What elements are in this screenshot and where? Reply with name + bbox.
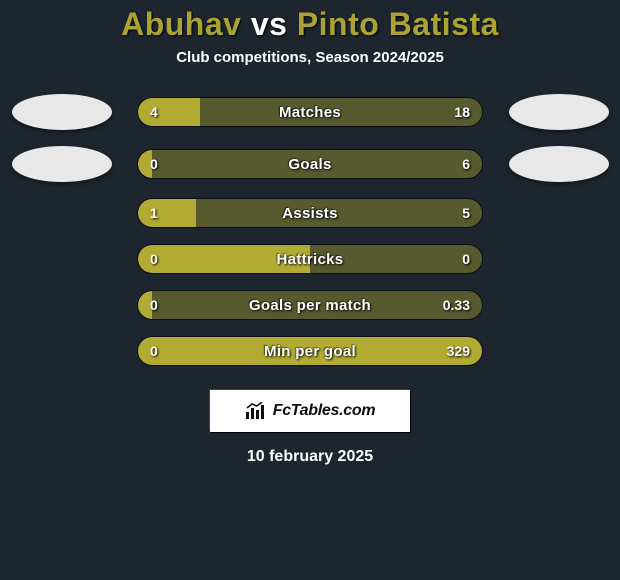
stats-container: 4Matches180Goals61Assists50Hattricks00Go… — [4, 94, 616, 382]
player1-avatar — [12, 146, 112, 182]
player2-avatar — [509, 94, 609, 130]
stat-row: 0Hattricks0 — [4, 244, 616, 274]
stat-label: Assists — [138, 199, 482, 227]
player2-avatar — [509, 146, 609, 182]
avatar-slot-right — [501, 94, 616, 130]
chart-icon — [245, 402, 267, 420]
vs-text: vs — [251, 6, 288, 42]
brand-text: FcTables.com — [273, 402, 376, 420]
stat-label: Goals — [138, 150, 482, 178]
stat-value-right: 329 — [447, 337, 470, 365]
page-title: Abuhav vs Pinto Batista — [121, 6, 499, 43]
avatar-slot-left — [4, 146, 119, 182]
stat-bar: 0Goals per match0.33 — [137, 290, 483, 320]
avatar-slot-left — [4, 94, 119, 130]
stat-value-right: 0.33 — [443, 291, 470, 319]
stat-label: Matches — [138, 98, 482, 126]
stat-bar: 1Assists5 — [137, 198, 483, 228]
stat-row: 1Assists5 — [4, 198, 616, 228]
brand-box[interactable]: FcTables.com — [210, 390, 410, 432]
stat-bar: 0Goals6 — [137, 149, 483, 179]
date-text: 10 february 2025 — [247, 448, 373, 466]
player2-name: Pinto Batista — [297, 6, 499, 42]
stat-label: Min per goal — [138, 337, 482, 365]
stat-row: 0Goals6 — [4, 146, 616, 182]
stat-row: 0Goals per match0.33 — [4, 290, 616, 320]
stat-value-right: 6 — [462, 150, 470, 178]
stat-value-right: 18 — [454, 98, 470, 126]
player1-name: Abuhav — [121, 6, 241, 42]
player1-avatar — [12, 94, 112, 130]
subtitle: Club competitions, Season 2024/2025 — [176, 49, 444, 66]
stat-bar: 4Matches18 — [137, 97, 483, 127]
stat-value-right: 0 — [462, 245, 470, 273]
stat-bar: 0Hattricks0 — [137, 244, 483, 274]
stat-value-right: 5 — [462, 199, 470, 227]
stat-row: 0Min per goal329 — [4, 336, 616, 366]
stat-row: 4Matches18 — [4, 94, 616, 130]
stat-bar: 0Min per goal329 — [137, 336, 483, 366]
avatar-slot-right — [501, 146, 616, 182]
stat-label: Hattricks — [138, 245, 482, 273]
stat-label: Goals per match — [138, 291, 482, 319]
